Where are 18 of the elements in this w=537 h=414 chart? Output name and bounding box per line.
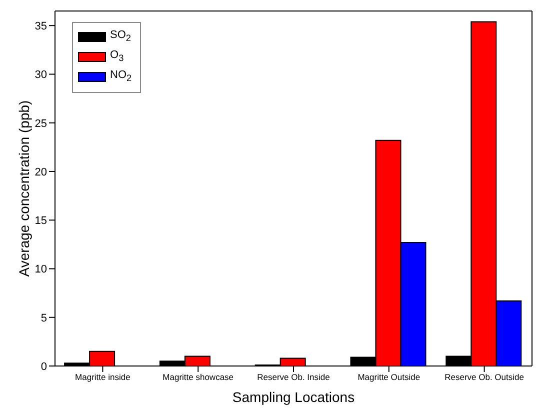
y-tick-label: 0 (40, 360, 47, 373)
y-tick-label: 25 (34, 118, 47, 130)
y-tick-label: 5 (40, 312, 47, 324)
y-tick-label: 15 (34, 215, 47, 228)
x-tick-label: Magritte Outside (358, 372, 420, 382)
y-tick-label: 35 (34, 20, 47, 32)
x-tick-label: Magritte showcase (162, 372, 234, 382)
legend-label: NO$_{2}$ (110, 68, 132, 86)
legend-label: O$_{3}$ (110, 48, 124, 66)
y-axis-title: Average concentration (ppb) (16, 100, 32, 277)
x-axis-title: Sampling Locations (232, 388, 355, 405)
y-tick-label: 10 (34, 264, 47, 276)
legend-label: SO$_{2}$ (110, 28, 131, 46)
y-tick-label: 30 (34, 69, 47, 82)
x-tick-label: Magritte inside (75, 372, 131, 382)
x-tick-label: Reserve Ob. Inside (257, 372, 330, 382)
y-tick-label: 20 (34, 166, 47, 178)
x-tick-label: Reserve Ob. Outside (444, 372, 524, 382)
